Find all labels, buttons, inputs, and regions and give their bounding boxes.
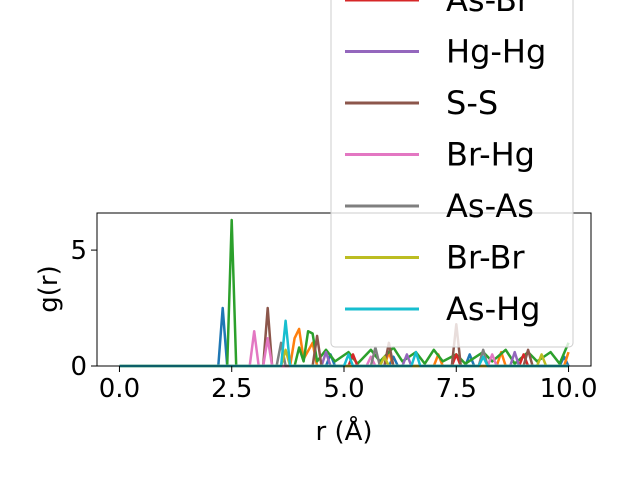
legend-label: Hg-Hg (446, 33, 546, 71)
y-tick-label: 5 (70, 236, 87, 266)
x-tick-label: 0.0 (99, 374, 140, 404)
x-axis: 0.0 2.5 5.0 7.5 10.0 (99, 366, 598, 404)
x-tick-label: 7.5 (436, 374, 477, 404)
legend-label: S-S (446, 84, 498, 122)
legend-label: Br-Hg (446, 136, 535, 174)
legend-label: As-As (446, 187, 534, 225)
y-axis-label: g(r) (34, 265, 64, 312)
legend-label: As-Hg (446, 290, 540, 328)
series-line-br-br (119, 348, 569, 368)
y-axis: 05 (70, 236, 97, 382)
x-axis-label: r (Å) (315, 415, 372, 447)
legend: As-Br Hg-Hg S-S Br-Hg As-As Br-Br As-Hg (330, 0, 574, 348)
legend-box (330, 0, 574, 348)
series-line-hg-hg (119, 350, 569, 368)
legend-label: Br-Br (446, 239, 525, 277)
x-tick-label: 10.0 (540, 374, 598, 404)
x-tick-label: 2.5 (211, 374, 252, 404)
y-tick-label: 0 (70, 352, 87, 382)
x-tick-label: 5.0 (323, 374, 364, 404)
legend-label: As-Br (446, 0, 531, 19)
